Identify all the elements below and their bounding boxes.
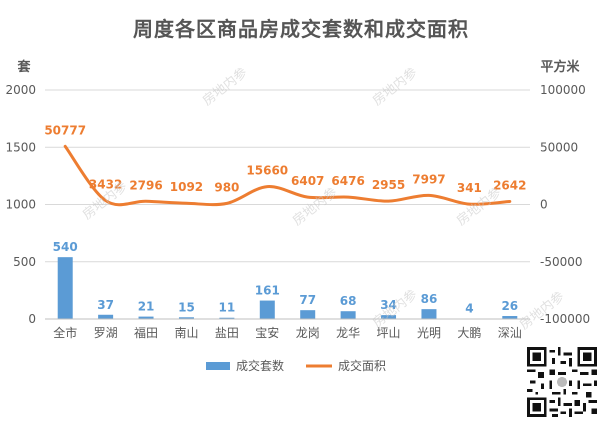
line-value-label: 2955 — [372, 178, 405, 192]
bar — [219, 317, 235, 319]
bar — [98, 314, 114, 319]
x-tick-label: 龙岗 — [296, 326, 320, 340]
bar — [178, 317, 194, 319]
y-right-tick-label: -50000 — [540, 255, 583, 269]
bar — [138, 316, 154, 319]
line-value-label: 3432 — [89, 178, 122, 192]
x-tick-label: 罗湖 — [94, 325, 118, 340]
line-value-label: 15660 — [246, 164, 288, 178]
y-right-tick-label: 100000 — [540, 83, 586, 97]
line-value-label: 2796 — [129, 178, 162, 192]
bar — [300, 310, 316, 319]
x-tick-label: 大鹏 — [457, 326, 481, 340]
bar-value-label: 77 — [299, 293, 316, 307]
x-tick-label: 龙华 — [336, 326, 360, 340]
bar-value-label: 161 — [255, 284, 280, 298]
x-tick-label: 深汕 — [498, 326, 522, 340]
y-right-axis-label: 平方米 — [540, 59, 580, 75]
bar — [340, 311, 356, 319]
bar-value-label: 4 — [465, 302, 473, 316]
line-value-label: 1092 — [170, 180, 203, 194]
bar — [259, 300, 275, 319]
line-value-label: 980 — [214, 180, 239, 194]
bar-value-label: 540 — [53, 240, 78, 254]
y-left-tick-label: 1000 — [5, 198, 36, 212]
y-left-tick-label: 0 — [28, 312, 36, 326]
line-value-label: 6476 — [331, 174, 364, 188]
bar — [502, 316, 518, 319]
y-right-tick-label: 0 — [540, 198, 548, 212]
bar-value-label: 86 — [421, 292, 438, 306]
line-value-label: 341 — [457, 181, 482, 195]
x-tick-label: 盐田 — [215, 326, 239, 340]
line-series-area — [63, 144, 512, 207]
bar — [57, 257, 73, 319]
x-tick-label: 福田 — [134, 325, 158, 340]
y-right-tick-label: -100000 — [540, 312, 590, 326]
line-value-label: 50777 — [44, 123, 86, 137]
bar-value-label: 34 — [380, 298, 397, 312]
bar-value-label: 68 — [340, 294, 357, 308]
bar-value-label: 37 — [97, 298, 114, 312]
x-tick-label: 宝安 — [255, 325, 279, 340]
line-value-label: 2642 — [493, 178, 526, 192]
y-left-tick-label: 500 — [13, 255, 36, 269]
x-tick-label: 南山 — [174, 325, 198, 340]
chart-title: 周度各区商品房成交套数和成交面积 — [133, 17, 469, 41]
bar-value-label: 15 — [178, 300, 195, 314]
bar — [421, 309, 437, 319]
x-tick-label: 坪山 — [377, 326, 401, 340]
qr-code — [527, 347, 597, 417]
bar-value-label: 11 — [219, 301, 236, 315]
bar-value-label: 26 — [501, 299, 518, 313]
line-value-label: 6407 — [291, 174, 324, 188]
legend-label: 成交面积 — [338, 358, 386, 373]
bar — [381, 315, 397, 319]
y-right-tick-label: 50000 — [540, 140, 578, 154]
x-tick-label: 光明 — [417, 326, 441, 340]
y-left-axis-label: 套 — [16, 59, 31, 75]
bar-value-label: 21 — [138, 300, 155, 314]
x-tick-label: 全市 — [53, 325, 77, 340]
y-left-tick-label: 2000 — [5, 83, 36, 97]
legend-swatch-bar — [206, 362, 230, 370]
y-left-tick-label: 1500 — [5, 140, 36, 154]
line-value-label: 7997 — [412, 172, 445, 186]
legend-label: 成交套数 — [236, 358, 284, 373]
